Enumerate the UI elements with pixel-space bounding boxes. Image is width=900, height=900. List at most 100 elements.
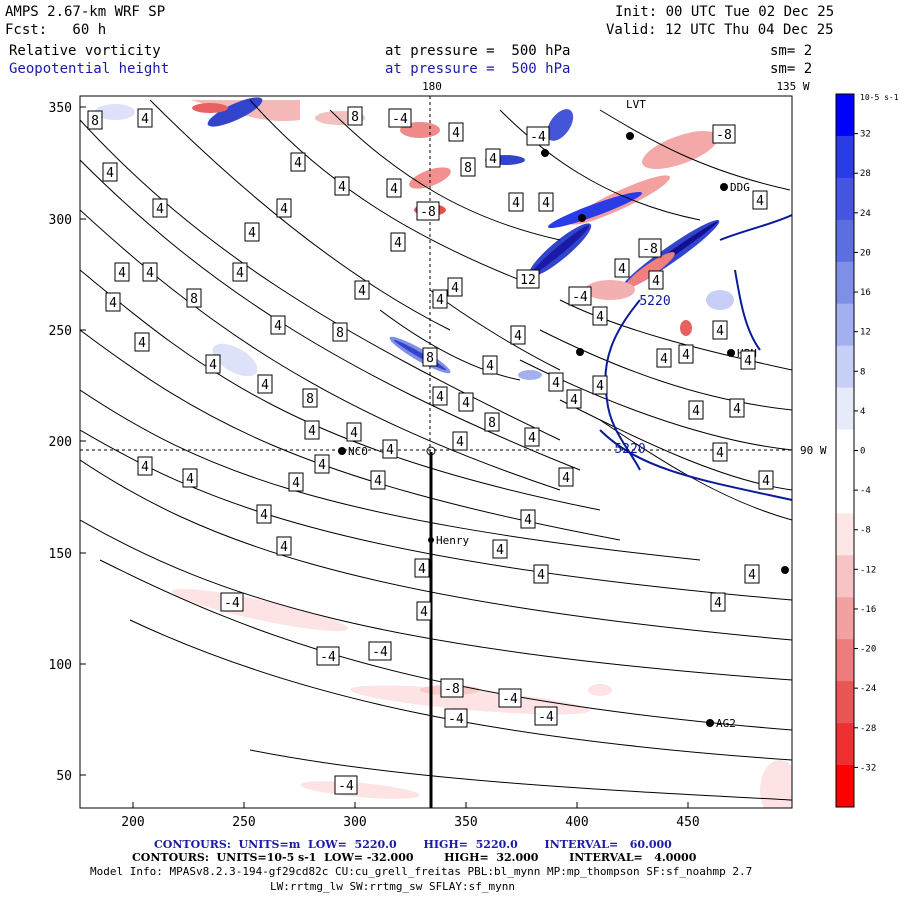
contour-label: 4 (714, 596, 722, 611)
contour-label: -4 (538, 710, 554, 725)
contour-label-box (432, 386, 448, 406)
contour-label-box (656, 348, 672, 368)
contour-label-box (386, 178, 402, 198)
contour-label-box (712, 124, 736, 144)
colorbar-swatch (836, 135, 854, 179)
colorbar-swatch (836, 387, 854, 431)
contour-label-box (414, 558, 430, 578)
contour-label: 4 (692, 404, 700, 419)
station-marker (727, 349, 735, 357)
contour-label-box (568, 286, 592, 306)
contour-label-box (137, 456, 153, 476)
contour-label: 4 (146, 266, 154, 281)
footer-model-info: Model Info: MPASv8.2.3-194-gf29cd82c CU:… (90, 865, 753, 878)
contour-label: 4 (489, 152, 497, 167)
contour-label-box (290, 152, 306, 172)
contour-label-box (432, 289, 448, 309)
contour-label: 4 (596, 310, 604, 325)
contour-label: 8 (306, 392, 314, 407)
plot-frame (79, 95, 793, 809)
contour-label-box (758, 470, 774, 490)
contour-label-box (448, 122, 464, 142)
contour-label-box (524, 427, 540, 447)
contour-label: 4 (716, 324, 724, 339)
station-label: Henry (436, 534, 469, 547)
contour-label-box (105, 292, 121, 312)
contour-label: 4 (537, 568, 545, 583)
contour-label-box (346, 422, 362, 442)
contour-label-box (288, 472, 304, 492)
contour-label: -4 (338, 779, 354, 794)
colorbar-swatch (836, 429, 854, 472)
contour-label: 4 (420, 605, 428, 620)
colorbar-tick-label: 0 (860, 447, 865, 457)
contour-label-box (520, 509, 536, 529)
station-marker (541, 149, 549, 157)
colorbar-swatch (836, 555, 854, 598)
contour-label-box (592, 375, 608, 395)
contour-label: 4 (292, 476, 300, 491)
contour-label-box (538, 192, 554, 212)
contour-label-box (304, 420, 320, 440)
contour-label-box (492, 539, 508, 559)
colorbar-swatch (836, 513, 854, 556)
contour-label-box (276, 536, 292, 556)
colorbar-tick-label: 4 (860, 407, 865, 417)
contour-label-box (447, 277, 463, 297)
contour-label-box (534, 706, 558, 726)
contour-label: 4 (496, 543, 504, 558)
footer-contours-height: CONTOURS: UNITS=m LOW= 5220.0 HIGH= 5220… (154, 838, 672, 851)
contour-label: 4 (308, 424, 316, 439)
contour-label: 4 (542, 196, 550, 211)
contour-label: 4 (350, 426, 358, 441)
contour-label-box (712, 442, 728, 462)
contour-label-box (416, 201, 440, 221)
contour-label: 4 (318, 458, 326, 473)
contour-label: 4 (374, 474, 382, 489)
contour-label: 4 (733, 402, 741, 417)
contour-label-box (205, 354, 221, 374)
contour-label-box (316, 646, 340, 666)
y-tick-label: 50 (56, 769, 72, 784)
colorbar-swatch (836, 597, 854, 640)
contour-label-box (87, 110, 103, 130)
model-title: AMPS 2.67-km WRF SP (5, 4, 166, 20)
contour-label: 4 (762, 474, 770, 489)
contour-label: -8 (642, 242, 658, 257)
contour-label: -8 (420, 205, 436, 220)
contour-label-box (354, 280, 370, 300)
field1-level: at pressure = 500 hPa (385, 43, 571, 59)
contour-label: -8 (716, 128, 732, 143)
station-marker (781, 566, 789, 574)
contour-label-box (347, 106, 363, 126)
contour-label: -4 (372, 645, 388, 660)
contour-label: 4 (109, 296, 117, 311)
y-tick-label: 300 (49, 213, 72, 228)
contour-label: 4 (280, 540, 288, 555)
height-contour-label: 5220 (639, 294, 670, 309)
contour-label: 4 (390, 182, 398, 197)
x-tick-label: 200 (121, 815, 144, 830)
contour-label: 4 (106, 166, 114, 181)
colorbar: 32 28 24 20 16 12 8 4 0 -4 -8 -12 -16 -20 -24 -28 -32 10… (835, 93, 899, 808)
contour-label-box (302, 388, 318, 408)
station-marker (428, 537, 434, 543)
field-layer (80, 96, 792, 808)
contour-label: 4 (596, 379, 604, 394)
field1-name: Relative vorticity (9, 43, 161, 59)
contour-label: 4 (386, 443, 394, 458)
station-marker (338, 447, 346, 455)
colorbar-swatch (836, 639, 854, 682)
contour-label-box (548, 372, 564, 392)
station-marker (720, 183, 728, 191)
y-tick-label: 150 (49, 547, 72, 562)
contour-label-box (712, 320, 728, 340)
contour-label: 4 (436, 390, 444, 405)
contour-label: 8 (488, 416, 496, 431)
contour-label-box (592, 306, 608, 326)
y-tick-label: 250 (49, 324, 72, 339)
field2-smoothing: sm= 2 (770, 61, 813, 77)
footer-contours-vorticity: CONTOURS: UNITS=10-5 s-1 LOW= -32.000 HI… (132, 851, 696, 864)
contour-label: 4 (744, 354, 752, 369)
contour-label-box (152, 198, 168, 218)
